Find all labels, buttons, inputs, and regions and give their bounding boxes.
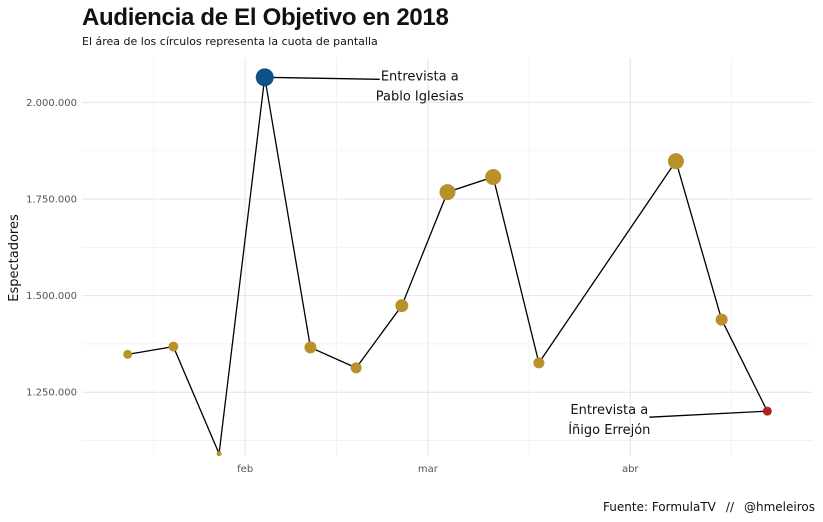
caption: Fuente: FormulaTV // @hmeleiros: [603, 500, 815, 514]
annotation-leaders: [264, 76, 768, 418]
y-tick-label: 2.000.000: [26, 98, 77, 109]
data-point: [216, 451, 222, 457]
data-point: [395, 299, 409, 313]
annotations: Entrevista a Pablo Iglesias Entrevista a Íñ…: [376, 69, 651, 438]
annotation-leader: [264, 76, 380, 80]
x-axis-ticks: feb mar abr: [237, 464, 639, 475]
caption-author: @hmeleiros: [744, 500, 815, 514]
series-path: [127, 77, 768, 457]
y-tick-label: 1.750.000: [26, 195, 77, 206]
annotation-leader: [649, 410, 768, 418]
chart-title: Audiencia de El Objetivo en 2018: [82, 4, 449, 31]
data-point: [168, 341, 179, 352]
data-point: [715, 313, 728, 326]
x-tick-label: mar: [418, 464, 439, 475]
y-axis-ticks: 1.250.000 1.500.000 1.750.000 2.000.000: [26, 98, 77, 399]
data-point: [255, 68, 274, 87]
data-point: [123, 349, 133, 359]
annotation-text: Pablo Iglesias: [376, 89, 464, 104]
data-point: [439, 184, 456, 201]
data-point: [350, 362, 362, 374]
y-tick-label: 1.250.000: [26, 388, 77, 399]
x-tick-label: abr: [622, 464, 639, 475]
annotation-text: Entrevista a: [381, 69, 459, 84]
caption-source: Fuente: FormulaTV: [603, 500, 716, 514]
caption-separator: //: [725, 500, 734, 514]
data-point: [762, 406, 772, 416]
annotation-text: Entrevista a: [570, 403, 648, 418]
x-tick-label: feb: [237, 464, 253, 475]
annotation-text: Íñigo Errejón: [568, 422, 650, 438]
series-line: [127, 77, 768, 457]
data-point: [667, 153, 684, 170]
data-points: [123, 68, 772, 457]
y-axis-label: Espectadores: [7, 214, 22, 302]
data-point: [533, 357, 545, 369]
chart-subtitle: El área de los círculos representa la cu…: [82, 35, 378, 48]
data-point: [485, 169, 502, 186]
data-point: [304, 341, 317, 354]
y-tick-label: 1.500.000: [26, 291, 77, 302]
